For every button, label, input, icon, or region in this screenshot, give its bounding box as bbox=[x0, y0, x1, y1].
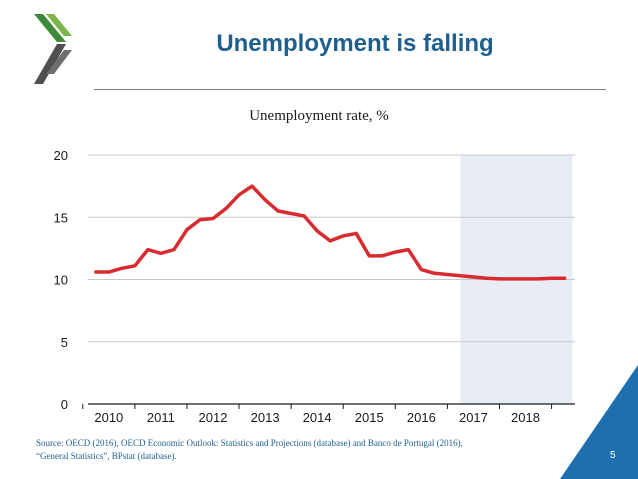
x-tick-label-2011: 2011 bbox=[147, 410, 175, 425]
title-divider bbox=[94, 89, 606, 90]
oecd-logo bbox=[34, 14, 72, 84]
logo-stripe-top-2 bbox=[46, 14, 72, 36]
y-tick-label-0: 0 bbox=[61, 397, 68, 412]
x-tick-label-2013: 2013 bbox=[251, 410, 280, 425]
x-tick-label-2016: 2016 bbox=[407, 410, 436, 425]
y-tick-label-15: 15 bbox=[54, 210, 68, 225]
logo-stripe-bottom-2 bbox=[46, 50, 72, 74]
y-tick-label-5: 5 bbox=[61, 335, 68, 350]
unemployment-chart: 0 5 10 15 20 2010 2011 2012 2013 2014 2015 2016 2017… bbox=[54, 148, 575, 425]
x-tick-label-2010: 2010 bbox=[94, 410, 123, 425]
logo-stripe-bottom bbox=[34, 44, 66, 84]
page-number: 5 bbox=[610, 450, 616, 461]
x-tick-label-2014: 2014 bbox=[303, 410, 332, 425]
x-tick-label-2015: 2015 bbox=[355, 410, 384, 425]
logo-stripe-top bbox=[34, 14, 66, 42]
chart-title: Unemployment rate, % bbox=[249, 108, 389, 124]
source-line-2: “General Statistics”, BPstat (database). bbox=[36, 451, 177, 461]
source-line-1: Source: OECD (2016), OECD Economic Outlo… bbox=[36, 438, 463, 448]
y-tick-label-10: 10 bbox=[54, 273, 68, 288]
slide-title: Unemployment is falling bbox=[216, 30, 494, 57]
source-note: Source: OECD (2016), OECD Economic Outlo… bbox=[36, 437, 576, 463]
x-tick-label-2018: 2018 bbox=[511, 410, 540, 425]
x-tick-label-2012: 2012 bbox=[199, 410, 228, 425]
x-tick-label-2017: 2017 bbox=[459, 410, 488, 425]
y-tick-label-20: 20 bbox=[54, 148, 68, 163]
